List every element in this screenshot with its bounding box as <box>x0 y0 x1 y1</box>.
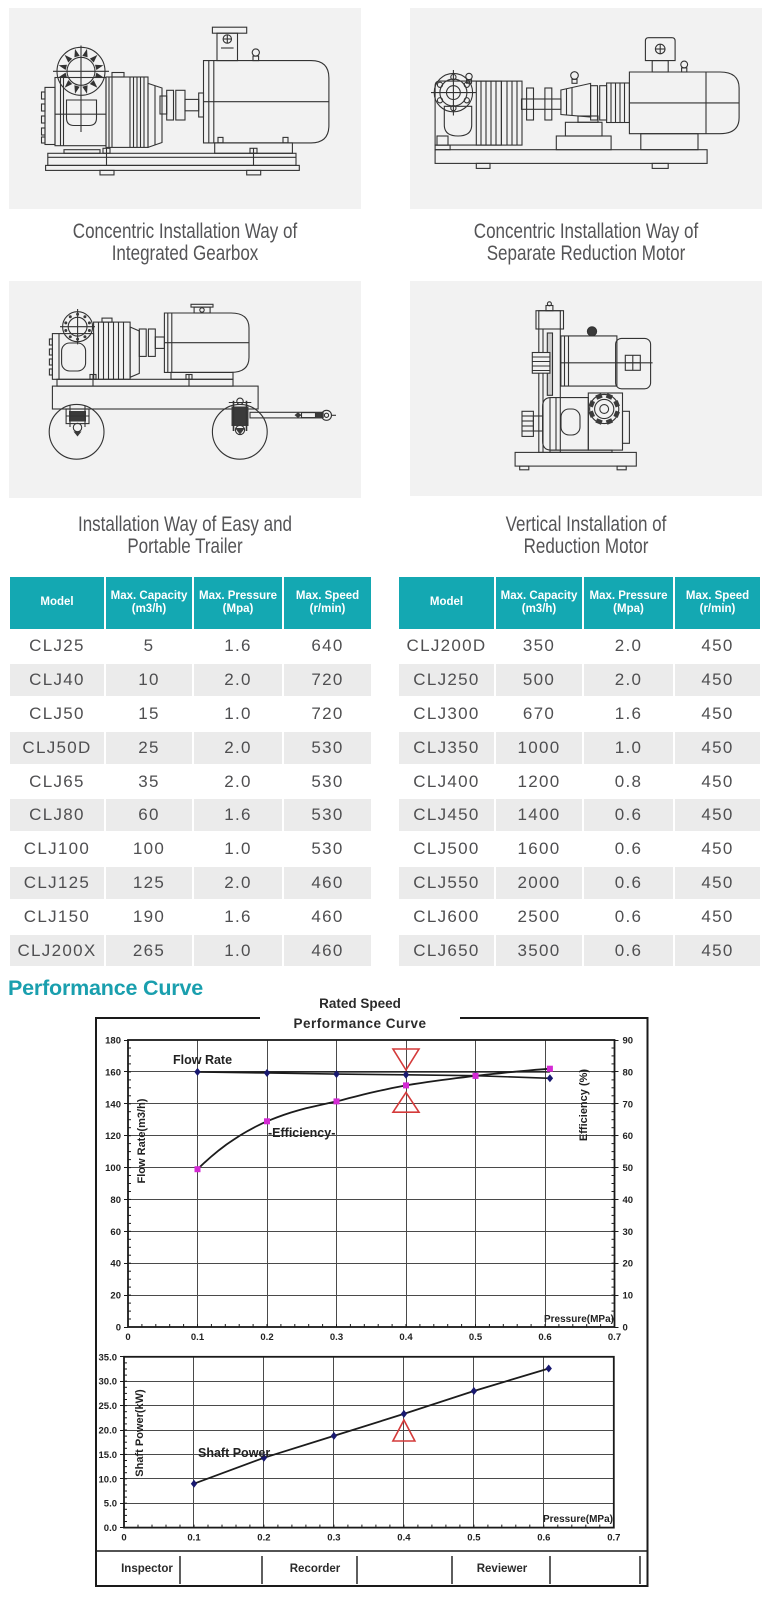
svg-text:30.0: 30.0 <box>99 1377 118 1388</box>
svg-text:0.6: 0.6 <box>538 1332 551 1343</box>
svg-text:10.0: 10.0 <box>99 1474 118 1485</box>
svg-text:Reviewer: Reviewer <box>477 1563 528 1575</box>
svg-text:0: 0 <box>125 1332 130 1343</box>
svg-text:0.1: 0.1 <box>191 1332 205 1343</box>
svg-text:Rated Speed: Rated Speed <box>319 996 401 1011</box>
svg-text:120: 120 <box>105 1131 121 1142</box>
svg-text:0.4: 0.4 <box>399 1332 413 1343</box>
svg-text:10: 10 <box>623 1291 634 1302</box>
svg-text:Recorder: Recorder <box>290 1563 341 1575</box>
svg-text:30: 30 <box>623 1227 634 1238</box>
svg-text:20: 20 <box>110 1291 121 1302</box>
svg-text:140: 140 <box>105 1099 121 1110</box>
svg-text:40: 40 <box>623 1195 634 1206</box>
svg-text:50: 50 <box>623 1163 634 1174</box>
svg-text:0.3: 0.3 <box>327 1533 340 1544</box>
svg-text:0: 0 <box>116 1323 121 1334</box>
svg-text:20: 20 <box>623 1259 634 1270</box>
svg-text:Flow Rate(m3/h): Flow Rate(m3/h) <box>136 1098 148 1183</box>
svg-text:100: 100 <box>105 1163 121 1174</box>
svg-text:0.6: 0.6 <box>537 1533 550 1544</box>
svg-text:Inspector: Inspector <box>121 1563 173 1575</box>
svg-text:70: 70 <box>623 1099 634 1110</box>
svg-text:0.7: 0.7 <box>608 1332 621 1343</box>
svg-text:160: 160 <box>105 1067 121 1078</box>
svg-text:Flow Rate: Flow Rate <box>173 1053 232 1067</box>
svg-text:0.3: 0.3 <box>330 1332 343 1343</box>
svg-text:20.0: 20.0 <box>99 1426 118 1437</box>
svg-text:35.0: 35.0 <box>99 1352 118 1363</box>
svg-text:80: 80 <box>623 1067 634 1078</box>
svg-text:60: 60 <box>110 1227 121 1238</box>
svg-text:25.0: 25.0 <box>99 1401 118 1412</box>
svg-text:15.0: 15.0 <box>99 1450 118 1461</box>
svg-text:0.5: 0.5 <box>469 1332 483 1343</box>
svg-text:5.0: 5.0 <box>104 1499 117 1510</box>
svg-text:-Efficiency-: -Efficiency- <box>268 1126 335 1140</box>
svg-text:0: 0 <box>121 1533 126 1544</box>
svg-text:0.5: 0.5 <box>467 1533 481 1544</box>
svg-text:180: 180 <box>105 1036 121 1047</box>
svg-text:0.1: 0.1 <box>187 1533 201 1544</box>
svg-text:90: 90 <box>623 1036 634 1047</box>
svg-text:Pressure(MPa): Pressure(MPa) <box>543 1514 613 1525</box>
svg-text:0.4: 0.4 <box>397 1533 411 1544</box>
svg-text:0: 0 <box>623 1323 628 1334</box>
svg-text:0.2: 0.2 <box>260 1332 273 1343</box>
svg-text:Pressure(MPa): Pressure(MPa) <box>544 1314 614 1325</box>
svg-text:80: 80 <box>110 1195 121 1206</box>
svg-text:Efficiency (%): Efficiency (%) <box>578 1069 590 1141</box>
svg-text:0.2: 0.2 <box>257 1533 270 1544</box>
svg-text:Performance Curve: Performance Curve <box>293 1016 426 1031</box>
svg-text:0.0: 0.0 <box>104 1523 117 1534</box>
svg-text:40: 40 <box>110 1259 121 1270</box>
svg-text:Shaft Power: Shaft Power <box>198 1446 270 1460</box>
svg-text:0.7: 0.7 <box>607 1533 620 1544</box>
svg-text:60: 60 <box>623 1131 634 1142</box>
svg-text:Shaft Power(kW): Shaft Power(kW) <box>134 1389 146 1477</box>
